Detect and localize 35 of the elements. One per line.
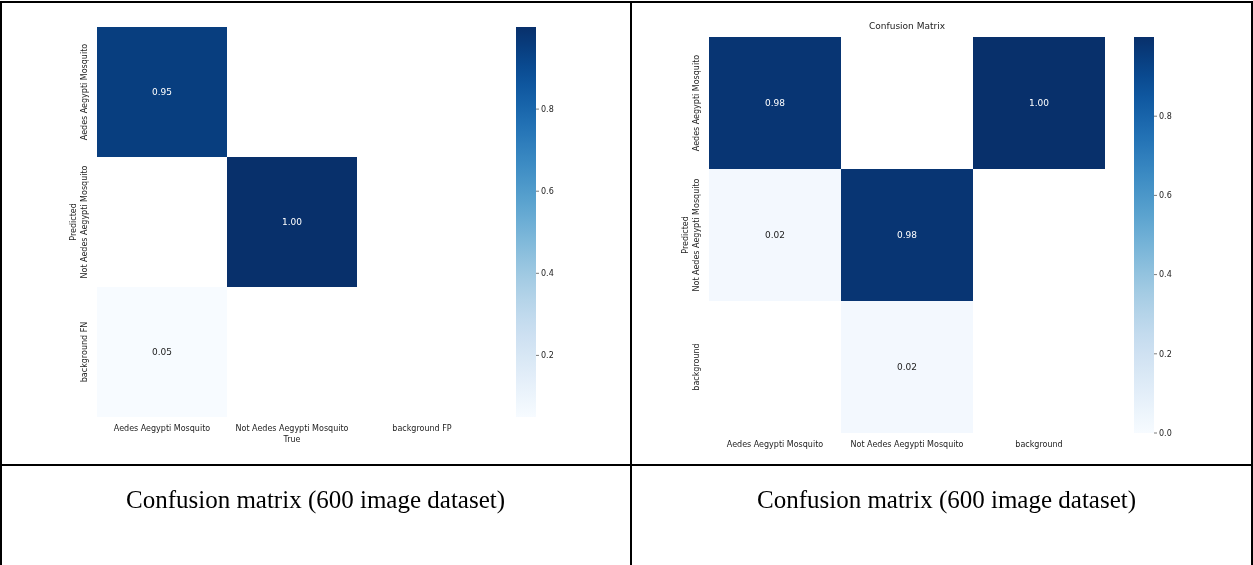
x-tick-label: background: [1015, 440, 1063, 449]
y-tick-label: Aedes Aegypti Mosquito: [80, 43, 89, 141]
y-tick-label: background FN: [80, 321, 89, 383]
x-axis-title: True: [282, 435, 301, 444]
data-label: 0.02: [764, 230, 786, 241]
y-tick-label: background: [692, 343, 701, 391]
color-bar-label: 0.6: [541, 187, 554, 197]
x-tick-label: background FP: [392, 424, 452, 433]
data-label: 0.95: [151, 87, 173, 98]
y-axis-title: Predicted: [681, 216, 690, 254]
y-tick-label: Aedes Aegypti Mosquito: [692, 54, 701, 152]
y-axis-title: Predicted: [69, 203, 78, 241]
color-bar-label: 0.2: [1159, 349, 1172, 359]
y-tick-label: Not Aedes Aegypti Mosquito: [692, 178, 701, 292]
x-tick-label: Not Aedes Aegypti Mosquito: [235, 424, 349, 433]
x-tick-label: Aedes Aegypti Mosquito: [113, 424, 211, 433]
x-tick-label: Not Aedes Aegypti Mosquito: [850, 440, 964, 449]
x-tick-label: Aedes Aegypti Mosquito: [726, 440, 824, 449]
color-bar-label: 0.0: [1159, 428, 1172, 438]
color-bar-label: 0.2: [541, 351, 554, 361]
text: Confusion matrix (600 image dataset): [756, 486, 1137, 514]
data-label: 0.05: [151, 347, 173, 358]
color-bar-label: 0.8: [1159, 112, 1172, 121]
color-bar-label: 0.6: [1159, 191, 1172, 201]
color-bar-label: 0.4: [541, 269, 554, 279]
data-label: 0.98: [896, 230, 918, 241]
y-tick-label: Not Aedes Aegypti Mosquito: [80, 165, 89, 279]
data-label: 1.00: [281, 217, 303, 228]
color-bar-label: 0.4: [1159, 270, 1172, 280]
data-label: 0.98: [764, 98, 786, 109]
data-label: 1.00: [1028, 98, 1050, 109]
data-label: 0.02: [896, 362, 918, 373]
chart-title: Confusion Matrix: [869, 21, 946, 31]
color-bar-label: 0.8: [541, 104, 554, 114]
text: Confusion matrix (600 image dataset): [125, 486, 506, 514]
